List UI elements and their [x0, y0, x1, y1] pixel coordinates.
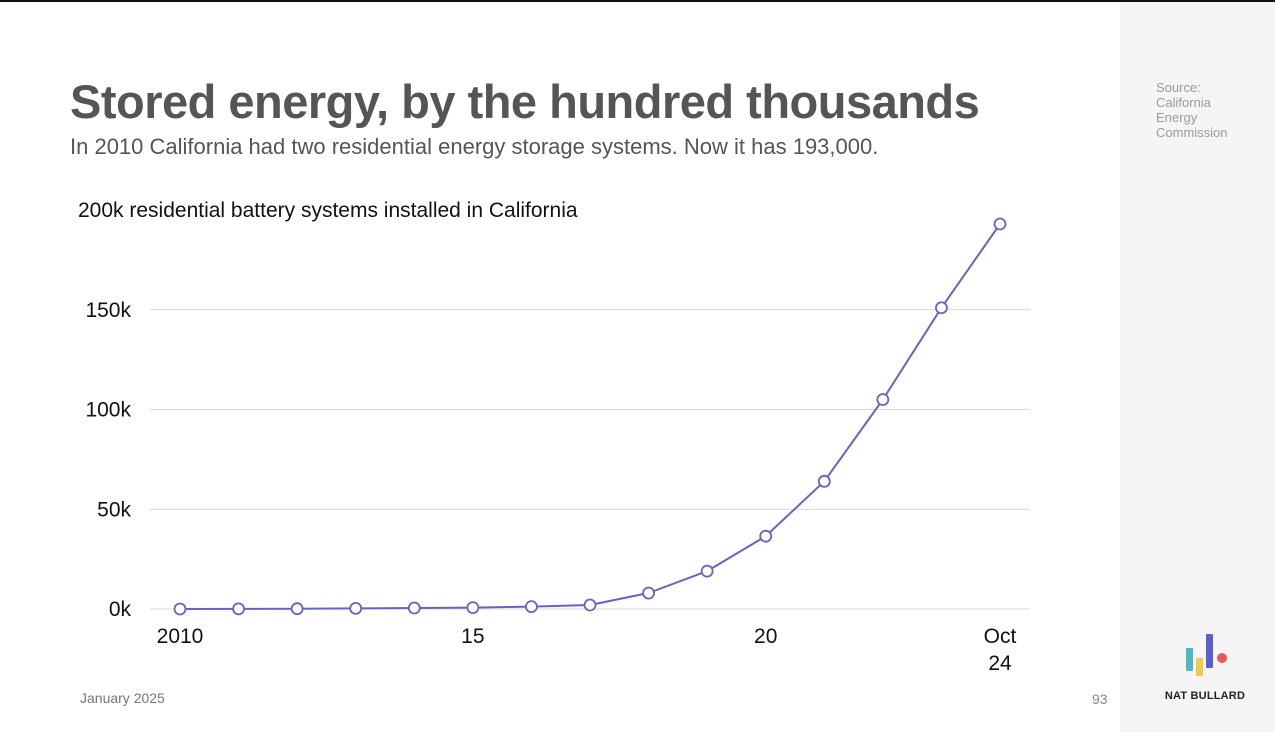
data-point: [700, 564, 714, 578]
page-subtitle: In 2010 California had two residential e…: [70, 134, 879, 159]
logo-bar-purple: [1206, 634, 1213, 668]
brand-name: NAT BULLARD: [1164, 690, 1246, 702]
data-point: [817, 474, 831, 488]
chart-title: 200k residential battery systems install…: [78, 199, 578, 222]
top-border: [0, 0, 1275, 2]
data-point: [993, 217, 1007, 231]
page-number: 93: [1092, 691, 1108, 707]
brand-logo-icon: [1186, 634, 1227, 676]
data-point: [173, 602, 187, 616]
logo-bar-teal: [1186, 648, 1193, 671]
source-line: Energy: [1156, 110, 1198, 125]
data-point: [759, 529, 773, 543]
footer-date: January 2025: [80, 690, 165, 706]
logo-dot-red: [1217, 653, 1227, 663]
y-tick-label: 100k: [85, 399, 131, 422]
y-tick-label: 0k: [109, 598, 132, 621]
line-chart: 200k residential battery systems install…: [78, 199, 1030, 675]
logo-bar-yellow: [1196, 658, 1203, 676]
data-point: [935, 301, 948, 315]
data-point: [642, 586, 655, 600]
x-tick-label: Oct: [984, 625, 1017, 648]
x-tick-label: 15: [461, 625, 484, 648]
side-panel: [1120, 2, 1275, 732]
data-point: [876, 393, 890, 406]
data-point: [349, 602, 363, 615]
data-point: [466, 601, 480, 615]
y-tick-label: 50k: [97, 498, 131, 521]
source-note: Source: California Energy Commission: [1156, 80, 1256, 140]
data-point: [232, 602, 245, 616]
x-tick-label: 20: [754, 625, 777, 648]
source-line: Source:: [1156, 80, 1201, 95]
page-title: Stored energy, by the hundred thousands: [70, 75, 980, 128]
data-point: [583, 598, 597, 612]
x-tick-label: 2010: [157, 625, 204, 648]
data-point: [407, 601, 421, 615]
y-tick-label: 150k: [85, 299, 131, 322]
source-line: California: [1156, 95, 1211, 110]
data-point: [290, 602, 304, 616]
data-point: [525, 600, 538, 614]
x-tick-label: 24: [988, 652, 1012, 675]
series-line: [179, 223, 1001, 610]
source-line: Commission: [1156, 125, 1228, 140]
